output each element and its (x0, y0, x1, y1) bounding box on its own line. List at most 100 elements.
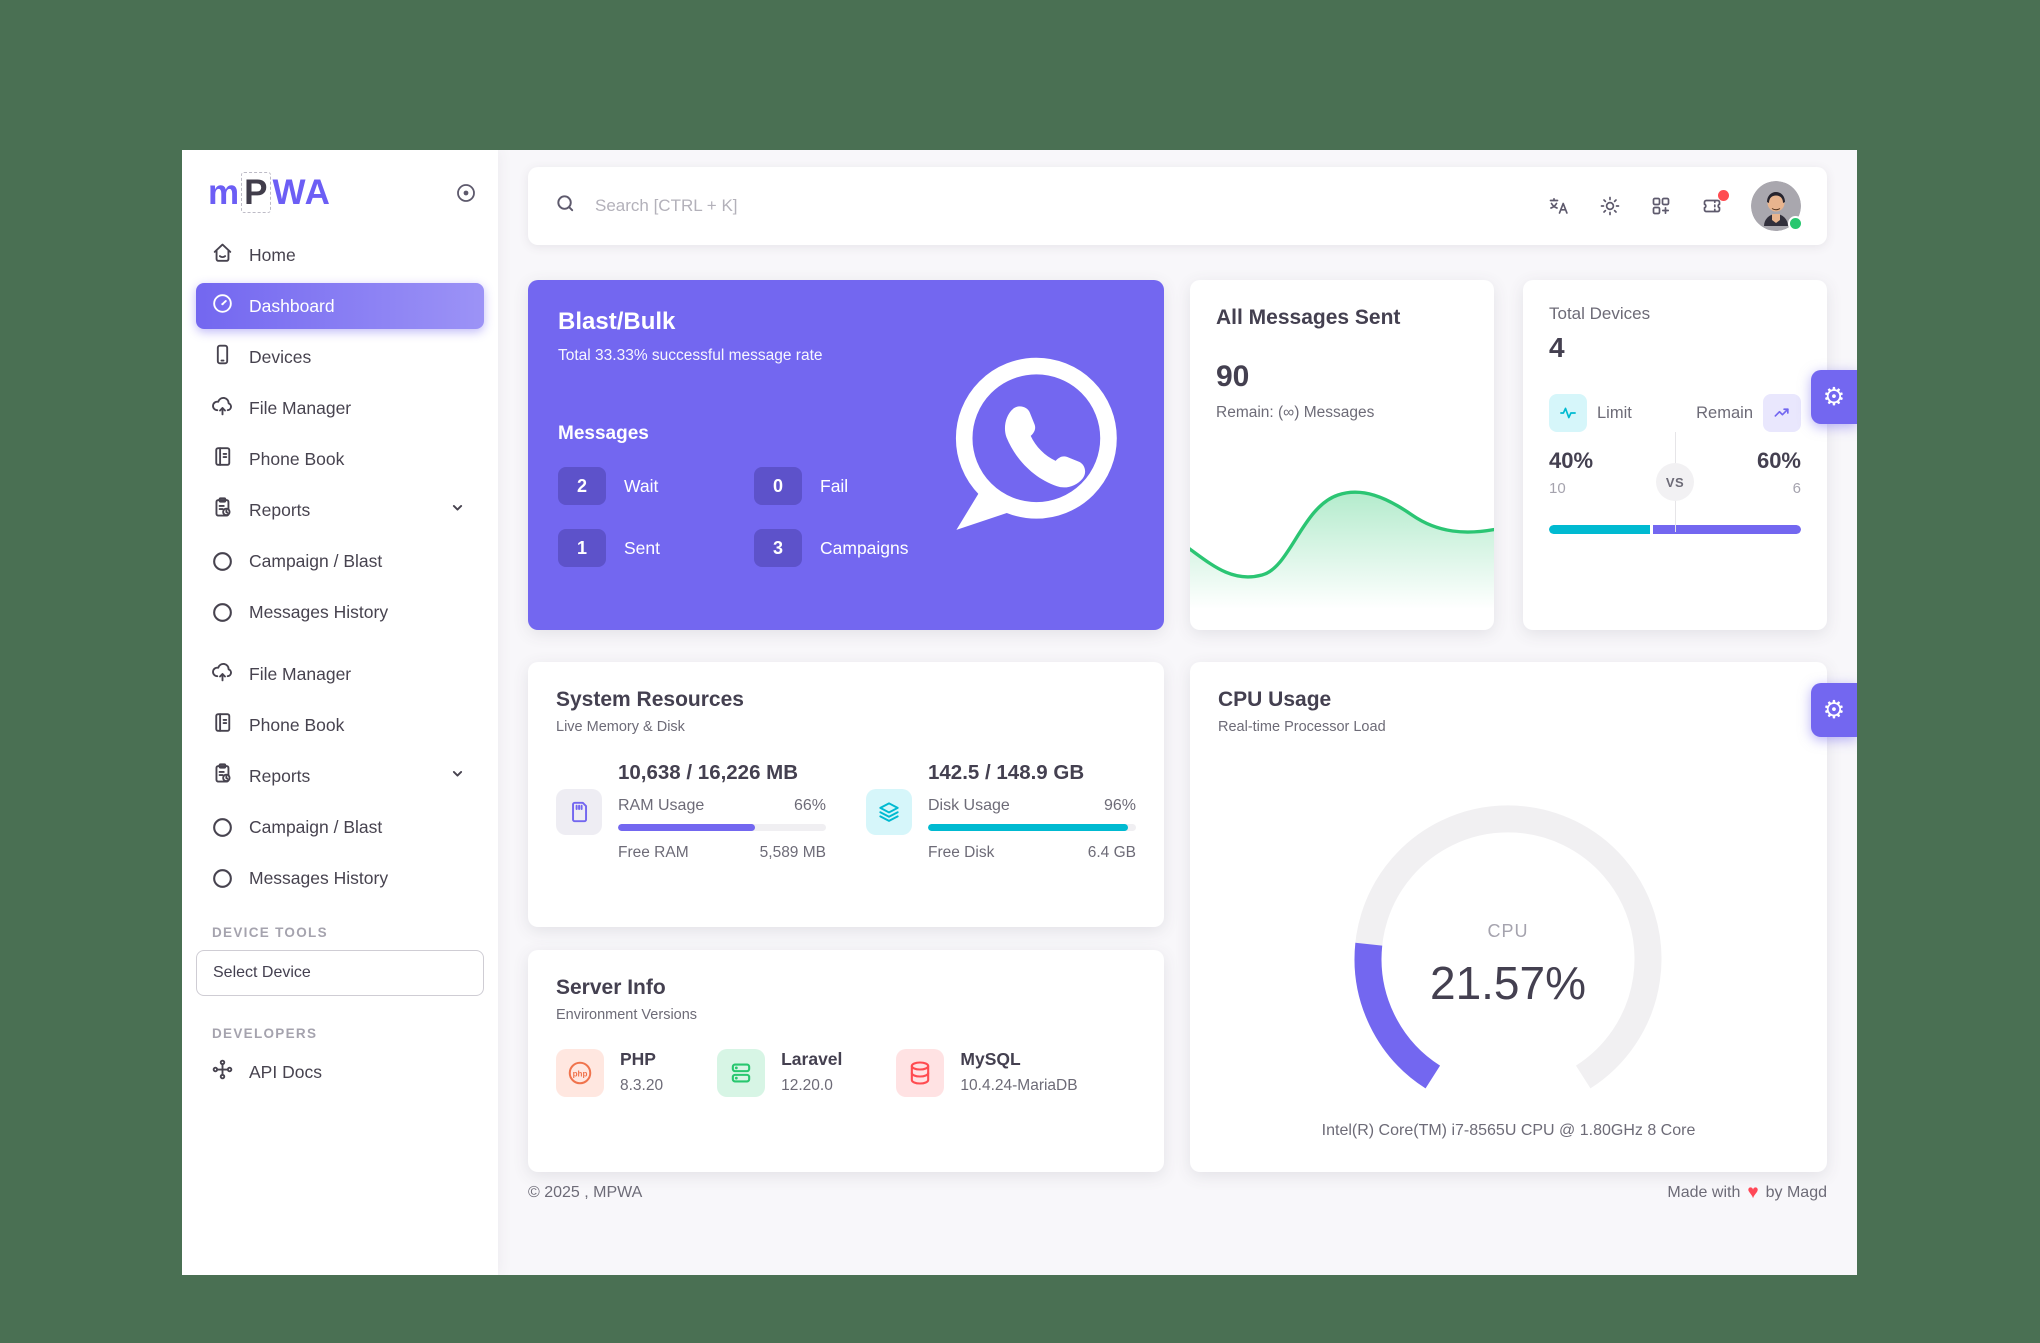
search-input[interactable] (595, 196, 1547, 216)
cpu-gauge-chart: CPU 21.57% (1354, 805, 1662, 1089)
user-avatar[interactable] (1751, 181, 1803, 231)
svg-text:php: php (573, 1069, 588, 1078)
sidebar-item-label: Devices (249, 346, 312, 367)
stat-label: Sent (624, 537, 660, 558)
server-info-card: Server Info Environment Versions php PHP… (528, 950, 1164, 1172)
php-version-item: php PHP 8.3.20 (556, 1049, 664, 1098)
sidebar-item-reports[interactable]: Reports (196, 487, 484, 533)
cloud-upload-icon (210, 393, 235, 423)
stat-count-badge: 2 (558, 467, 606, 505)
logo-part: P (241, 172, 272, 213)
sidebar-item-dashboard[interactable]: Dashboard (196, 283, 484, 329)
sidebar-item-file-manager[interactable]: File Manager (196, 385, 484, 431)
app-logo[interactable]: m P WA (208, 172, 331, 213)
sidebar-item-phone-book[interactable]: Phone Book (196, 702, 484, 748)
sidebar-item-phone-book[interactable]: Phone Book (196, 436, 484, 482)
stat-label: Fail (820, 475, 849, 496)
api-cross-icon (210, 1057, 235, 1087)
sidebar-item-api-docs[interactable]: API Docs (196, 1049, 484, 1095)
php-version: 8.3.20 (620, 1077, 664, 1094)
address-book-icon (210, 710, 235, 740)
blast-card-subtitle: Total 33.33% successful message rate (558, 347, 823, 364)
circle-bullet-icon (210, 549, 235, 574)
circle-bullet-icon (210, 815, 235, 840)
language-icon[interactable] (1547, 194, 1571, 218)
stat-count-badge: 1 (558, 529, 606, 567)
sidebar-pin-toggle-icon[interactable] (454, 181, 478, 205)
sidebar-item-label: Phone Book (249, 714, 345, 735)
sidebar-item-label: Reports (249, 765, 311, 786)
dashboard-gauge-icon (210, 291, 235, 321)
ram-progress-bar (618, 824, 826, 831)
made-by-text: by Magd (1765, 1184, 1827, 1201)
notifications-ticket-icon[interactable] (1700, 190, 1729, 218)
messages-remain-text: Remain: (∞) Messages (1216, 404, 1375, 421)
devices-remain-group: Remain (1696, 394, 1801, 432)
remain-percent: 60% (1756, 448, 1801, 473)
memory-card-icon (556, 788, 602, 835)
free-disk-label: Free Disk (928, 844, 995, 861)
customizer-gear-button[interactable]: ⚙ (1811, 683, 1857, 737)
remain-count: 6 (1792, 480, 1801, 497)
sidebar-item-label: Dashboard (249, 295, 335, 316)
footer: © 2025 , MPWA Made with ♥ by Magd (528, 1182, 1827, 1204)
disk-progress-fill (928, 824, 1128, 831)
chevron-down-icon (445, 761, 470, 791)
stat-label: Campaigns (820, 537, 909, 558)
limit-count: 10 (1549, 480, 1566, 497)
ram-block: 10,638 / 16,226 MB RAM Usage 66% Free RA… (556, 761, 826, 862)
disk-usage-label: Disk Usage (928, 797, 1010, 814)
gear-icon: ⚙ (1822, 696, 1846, 724)
sidebar-item-messages-history[interactable]: Messages History (196, 855, 484, 901)
database-icon (896, 1049, 945, 1098)
customizer-gear-button[interactable]: ⚙ (1811, 370, 1857, 424)
mpwa-dashboard-window: m P WA Home Dashboard Devices File Manager (182, 150, 1857, 1275)
stat-campaigns: 3 Campaigns (754, 529, 978, 567)
processor-name: Intel(R) Core(TM) i7-8565U CPU @ 1.80GHz… (1321, 1122, 1696, 1139)
server-stack-icon (717, 1049, 766, 1098)
gear-icon: ⚙ (1822, 383, 1846, 411)
devices-card-title: Total Devices (1549, 304, 1651, 323)
sidebar-item-file-manager[interactable]: File Manager (196, 651, 484, 697)
gauge-value-text: 21.57% (1430, 957, 1586, 1009)
sidebar-item-messages-history[interactable]: Messages History (196, 589, 484, 635)
clipboard-report-icon (210, 495, 235, 525)
ram-progress-fill (618, 824, 756, 831)
sidebar-item-home[interactable]: Home (196, 232, 484, 278)
sidebar: m P WA Home Dashboard Devices File Manager (182, 150, 498, 1275)
vs-badge: VS (1656, 463, 1694, 501)
laravel-version-item: Laravel 12.20.0 (717, 1049, 842, 1098)
sidebar-item-label: Messages History (249, 867, 389, 888)
gauge-label-text: CPU (1487, 921, 1528, 941)
sidebar-item-campaign-blast[interactable]: Campaign / Blast (196, 804, 484, 850)
sidebar-item-label: Campaign / Blast (249, 550, 383, 571)
disk-block: 142.5 / 148.9 GB Disk Usage 96% Free Dis… (866, 761, 1136, 862)
progress-gap (1649, 525, 1653, 534)
cloud-upload-icon (210, 659, 235, 689)
devices-limit-group: Limit (1549, 394, 1632, 432)
blast-bulk-card: Blast/Bulk Total 33.33% successful messa… (528, 280, 1164, 630)
limit-percent: 40% (1549, 448, 1594, 473)
total-devices-card: Total Devices 4 Limit Remain VS 40% 60% … (1523, 280, 1827, 630)
mysql-version-item: MySQL 10.4.24-MariaDB (896, 1049, 1078, 1098)
devices-total-value: 4 (1549, 332, 1565, 363)
sidebar-item-reports[interactable]: Reports (196, 753, 484, 799)
disk-usage-percent: 96% (1103, 797, 1136, 814)
mysql-version: 10.4.24-MariaDB (960, 1077, 1078, 1094)
messages-area-chart (1190, 490, 1494, 630)
light-mode-sun-icon[interactable] (1598, 194, 1622, 218)
stat-sent: 1 Sent (558, 529, 754, 567)
apps-grid-icon[interactable] (1649, 194, 1673, 218)
php-icon: php (556, 1049, 604, 1098)
sidebar-item-devices[interactable]: Devices (196, 334, 484, 380)
system-resources-card: System Resources Live Memory & Disk 10,6… (528, 662, 1164, 927)
logo-part: m (208, 173, 241, 212)
sidebar-item-campaign-blast[interactable]: Campaign / Blast (196, 538, 484, 584)
main-content: Blast/Bulk Total 33.33% successful messa… (498, 150, 1857, 1275)
topbar (528, 167, 1827, 245)
select-device-dropdown[interactable]: Select Device (196, 950, 484, 996)
laravel-version: 12.20.0 (781, 1077, 833, 1094)
select-device-value: Select Device (213, 964, 311, 981)
trending-up-icon (1763, 394, 1801, 432)
limit-label: Limit (1597, 403, 1632, 422)
